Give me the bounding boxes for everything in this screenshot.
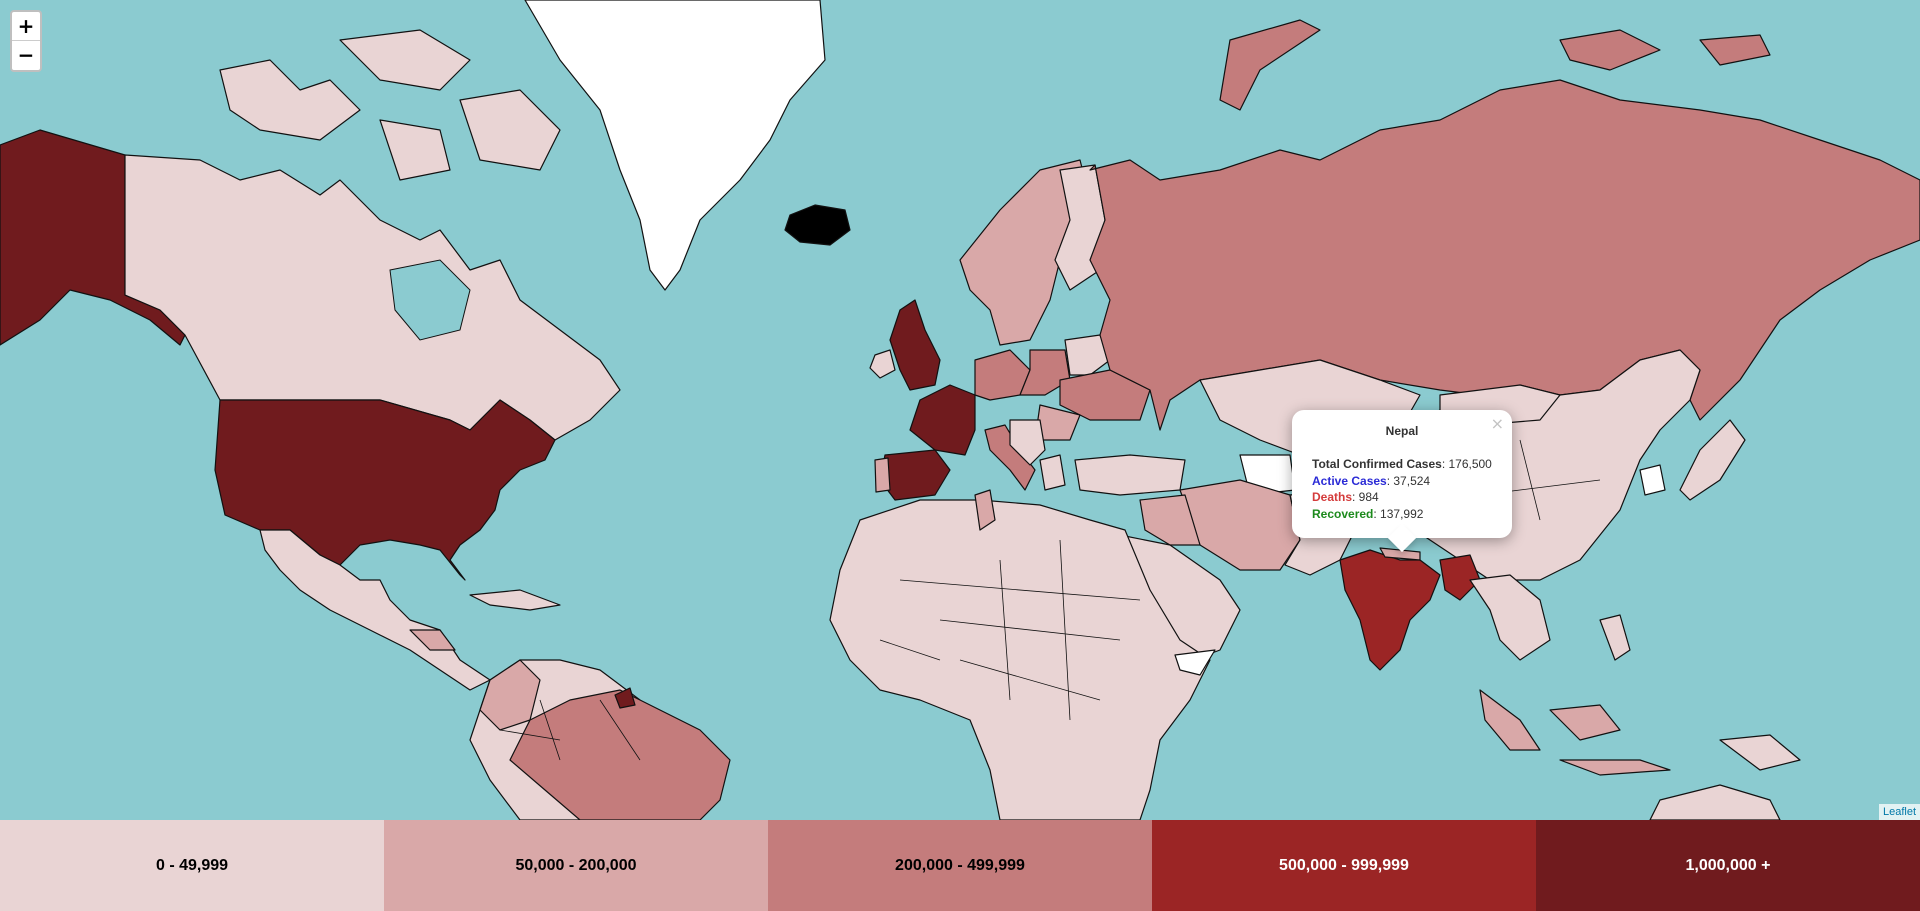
popup-row-label: Deaths [1312, 490, 1353, 504]
country-southeast-asia[interactable] [1469, 574, 1551, 661]
close-icon[interactable]: × [1490, 414, 1504, 433]
popup-title: Nepal [1385, 424, 1419, 438]
popup-row-value: : 137,992 [1373, 506, 1424, 521]
popup-row-label: Recovered [1312, 506, 1374, 521]
popup-row-value: : 176,500 [1441, 457, 1492, 471]
country-spain[interactable] [879, 449, 951, 501]
country-philippines[interactable] [1599, 614, 1631, 661]
legend-bar: 0 - 49,999 50,000 - 200,000 200,000 - 499,… [0, 820, 1920, 911]
popup-row-value: : 37,524 [1386, 473, 1431, 488]
popup-row: Active Cases: 37,524 [1312, 473, 1492, 490]
country-iran[interactable] [1179, 479, 1301, 571]
zoom-control: + − [10, 10, 42, 72]
country-turkey[interactable] [1074, 454, 1186, 496]
border-lines [499, 439, 1601, 761]
country-usa[interactable] [214, 399, 556, 581]
country-central-america[interactable] [409, 629, 456, 651]
country-papua[interactable] [1719, 734, 1801, 771]
country-greece[interactable] [1039, 454, 1066, 491]
country-popup: × Nepal Total Confirmed Cases: 176,500 Ac… [1292, 410, 1512, 553]
legend-segment: 200,000 - 499,999 [768, 820, 1152, 911]
country-north-korea[interactable] [1639, 464, 1666, 496]
country-french-guiana[interactable] [614, 687, 636, 709]
country-mexico[interactable] [259, 529, 491, 691]
zoom-out-button[interactable]: − [17, 43, 35, 67]
popup-row: Deaths: 984 [1312, 489, 1492, 506]
attribution-link[interactable]: Leaflet [1878, 804, 1920, 820]
country-india[interactable] [1339, 549, 1441, 671]
country-africa[interactable] [829, 499, 1211, 820]
country-italy[interactable] [984, 424, 1036, 491]
country-greenland[interactable] [524, 0, 826, 291]
popup-row-label: Total Confirmed Cases [1312, 457, 1442, 471]
popup-row-label: Active Cases [1312, 473, 1387, 488]
country-belarus[interactable] [1064, 334, 1111, 376]
country-bangladesh-myanmar[interactable] [1439, 554, 1481, 601]
country-australia[interactable] [1649, 784, 1781, 820]
country-sweden-norway[interactable] [959, 159, 1091, 346]
popup-row: Total Confirmed Cases: 176,500 [1312, 456, 1492, 473]
country-novaya-zemlya[interactable] [1219, 19, 1321, 111]
country-brazil[interactable] [509, 689, 731, 820]
country-portugal[interactable] [874, 457, 891, 493]
legend-segment: 500,000 - 999,999 [1152, 820, 1536, 911]
country-morocco-region[interactable] [974, 489, 996, 531]
country-nepal[interactable] [1379, 547, 1421, 561]
country-russia-arctic-islands[interactable] [1559, 29, 1771, 71]
country-iraq[interactable] [1139, 494, 1201, 546]
popup-row: Recovered: 137,992 [1312, 506, 1492, 523]
legend-segment: 0 - 49,999 [0, 820, 384, 911]
country-malaysia-indonesia[interactable] [1479, 689, 1671, 776]
country-poland[interactable] [1019, 349, 1071, 396]
legend-segment: 50,000 - 200,000 [384, 820, 768, 911]
country-somalia[interactable] [1174, 649, 1216, 676]
country-france[interactable] [909, 384, 976, 456]
country-uk[interactable] [889, 299, 941, 391]
country-ireland[interactable] [869, 349, 896, 379]
popup-rows: Total Confirmed Cases: 176,500 Active Cas… [1312, 456, 1492, 522]
zoom-in-button[interactable]: + [12, 12, 40, 41]
country-canada-islands[interactable] [219, 29, 561, 181]
country-japan[interactable] [1679, 419, 1746, 501]
country-balkans[interactable] [1009, 419, 1046, 466]
popup-row-value: : 984 [1352, 490, 1379, 504]
country-iceland[interactable] [784, 204, 851, 246]
choropleth-map[interactable]: + − × Nepal Total Confirmed Cases: 176,5… [0, 0, 1920, 820]
legend-segment: 1,000,000 + [1536, 820, 1920, 911]
world-map-svg [0, 0, 1920, 820]
country-cuba[interactable] [469, 589, 561, 611]
country-canada[interactable] [124, 154, 621, 441]
